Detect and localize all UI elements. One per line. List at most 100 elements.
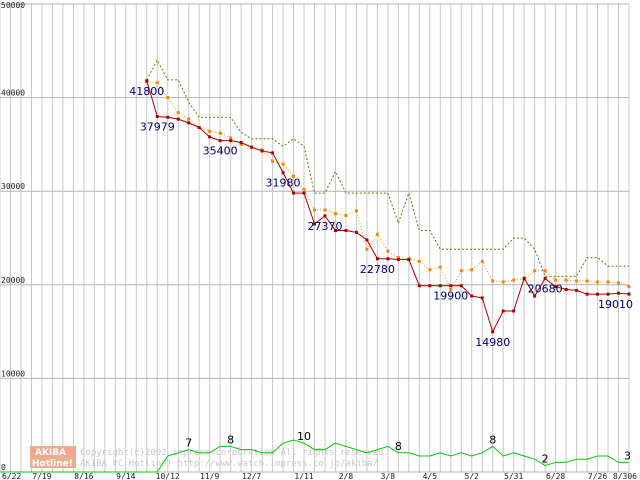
data-point <box>606 292 610 296</box>
labels-layer: 41800 37979 35400 31980 27370 22780 19900 14980… <box>129 85 633 466</box>
x-tick-label: 9/14 <box>116 472 135 480</box>
data-point <box>533 269 537 273</box>
data-point <box>596 280 600 284</box>
data-point <box>218 131 222 135</box>
data-point <box>302 187 306 191</box>
data-point <box>491 279 495 283</box>
data-label: 20680 <box>528 282 563 295</box>
shop-count-label: 2 <box>542 453 549 466</box>
data-point <box>428 268 432 272</box>
data-point <box>627 292 631 296</box>
x-tick-label: 10/12 <box>156 472 180 480</box>
series-max-price <box>146 59 629 277</box>
data-point <box>365 247 369 251</box>
x-tick-label: 4/5 <box>423 472 438 480</box>
data-point <box>218 139 222 143</box>
data-point <box>438 265 442 269</box>
data-point <box>375 257 379 261</box>
y-tick-label: 40000 <box>1 89 25 98</box>
akiba-logo: AKIBA Hotline! <box>30 446 76 469</box>
data-point <box>480 259 484 263</box>
series-line-average-price <box>146 81 630 291</box>
shop-count-label: 8 <box>489 433 496 446</box>
data-point <box>292 174 296 178</box>
x-tick-label: 2/8 <box>339 472 354 480</box>
data-point <box>617 291 621 295</box>
x-tick-label: 5/31 <box>504 472 523 480</box>
y-axis-ticks: 0 10000 20000 30000 40000 50000 <box>1 1 25 472</box>
data-point <box>617 281 621 285</box>
data-point <box>407 258 411 262</box>
data-point <box>459 284 463 288</box>
data-point <box>585 292 589 296</box>
site-url-text: AKIBA PC Hotline! http://www.watch.impre… <box>80 459 378 469</box>
data-point <box>606 280 610 284</box>
data-point <box>323 208 327 212</box>
x-tick-label: 12/7 <box>242 472 261 480</box>
x-axis-ticks: 6/22 7/19 8/16 9/14 10/12 11/9 12/7 1/11 2/8 3/8 4… <box>2 472 637 480</box>
data-point <box>333 229 337 233</box>
data-point <box>501 309 505 313</box>
logo-bottom-box <box>30 457 76 468</box>
data-label: 19010 <box>598 298 633 311</box>
shop-count-label: 7 <box>185 437 192 450</box>
data-point <box>323 214 327 218</box>
data-point <box>260 149 264 153</box>
data-point <box>533 294 537 298</box>
y-tick-label: 20000 <box>1 276 25 285</box>
data-point <box>417 284 421 288</box>
x-tick-label: 3/8 <box>381 472 396 480</box>
x-tick-label: 8/16 <box>74 472 93 480</box>
data-point <box>386 257 390 261</box>
shop-count-label: 8 <box>227 433 234 446</box>
data-point <box>396 258 400 262</box>
series-line-max-price <box>146 59 629 277</box>
data-point <box>239 142 243 146</box>
data-point <box>449 287 453 291</box>
data-point <box>396 256 400 260</box>
data-point <box>155 115 159 119</box>
data-point <box>543 276 547 280</box>
data-point <box>229 136 233 140</box>
data-point <box>470 294 474 298</box>
data-point <box>176 117 180 121</box>
data-point <box>491 330 495 334</box>
data-point <box>187 121 191 125</box>
data-point <box>354 230 358 234</box>
data-point <box>575 279 579 283</box>
data-point <box>166 96 170 100</box>
series-min-price <box>145 79 631 334</box>
data-point <box>208 135 212 139</box>
data-label: 31980 <box>266 177 301 190</box>
shop-count-label: 3 <box>624 449 631 462</box>
data-label: 14980 <box>475 336 510 349</box>
data-point <box>375 232 379 236</box>
data-label: 22780 <box>360 263 395 276</box>
data-point <box>575 288 579 292</box>
x-tick-label: 7/26 <box>588 472 607 480</box>
data-point <box>313 222 316 226</box>
data-point <box>512 309 516 313</box>
series-shops <box>0 439 629 473</box>
data-point <box>292 191 296 195</box>
data-point <box>250 145 254 149</box>
data-point <box>554 278 558 282</box>
data-point <box>470 268 474 272</box>
data-label: 41800 <box>129 85 164 98</box>
data-point <box>145 79 149 83</box>
x-tick-label: 8/306 <box>613 472 637 480</box>
data-point <box>271 159 275 163</box>
data-point <box>281 162 285 166</box>
data-point <box>354 209 358 213</box>
logo-top-text: AKIBA <box>35 448 66 458</box>
series-layer <box>0 59 631 473</box>
x-tick-label: 5/2 <box>465 472 480 480</box>
grid <box>0 3 630 473</box>
data-point <box>564 287 568 291</box>
data-point <box>438 284 442 288</box>
y-tick-label: 50000 <box>1 1 25 10</box>
data-point <box>271 151 275 155</box>
data-point <box>627 285 631 289</box>
data-label: 37979 <box>140 121 175 134</box>
data-point <box>313 208 316 212</box>
